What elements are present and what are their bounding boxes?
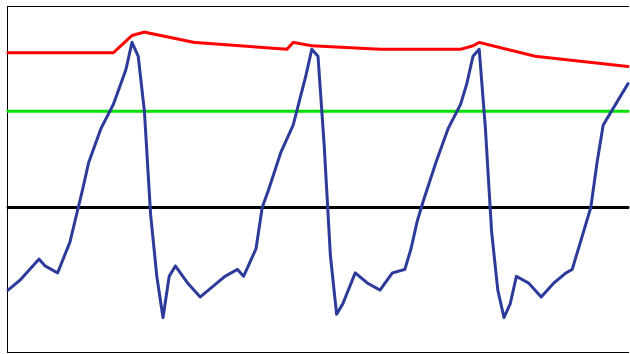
series-line-waveform [6, 40, 630, 320]
series-line-upper-envelope [6, 30, 630, 68]
chart-plot-area [7, 6, 629, 353]
